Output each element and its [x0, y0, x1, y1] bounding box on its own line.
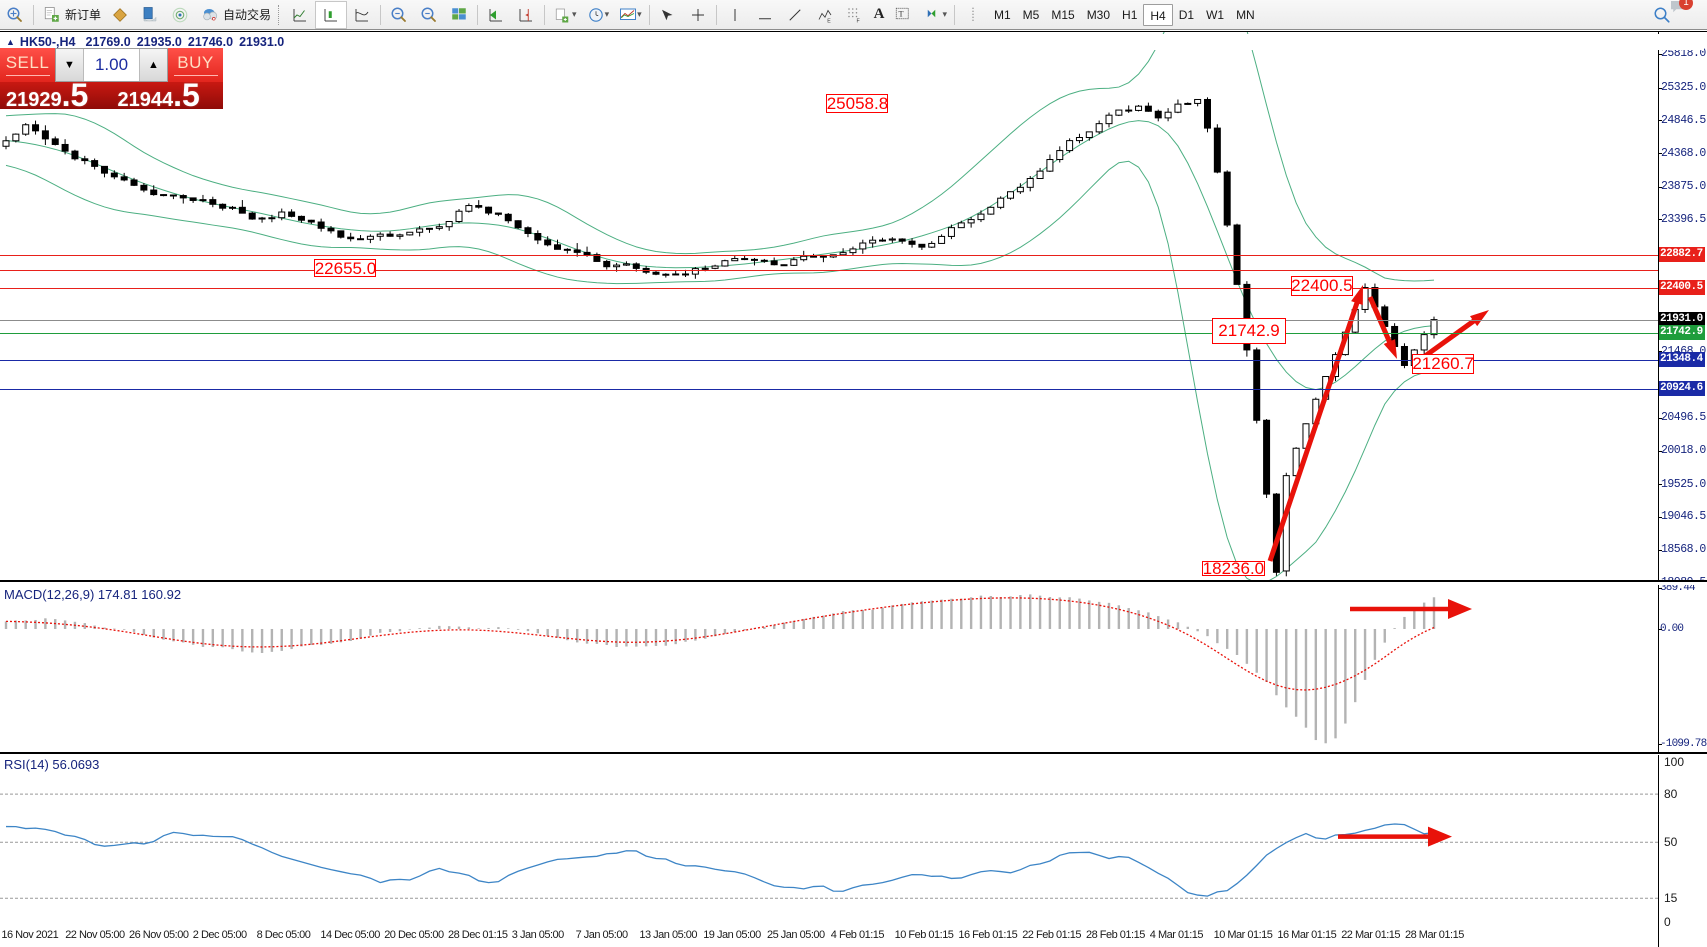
svg-text:T: T	[899, 9, 904, 18]
svg-text:E: E	[827, 18, 831, 24]
svg-text:F: F	[856, 18, 859, 24]
